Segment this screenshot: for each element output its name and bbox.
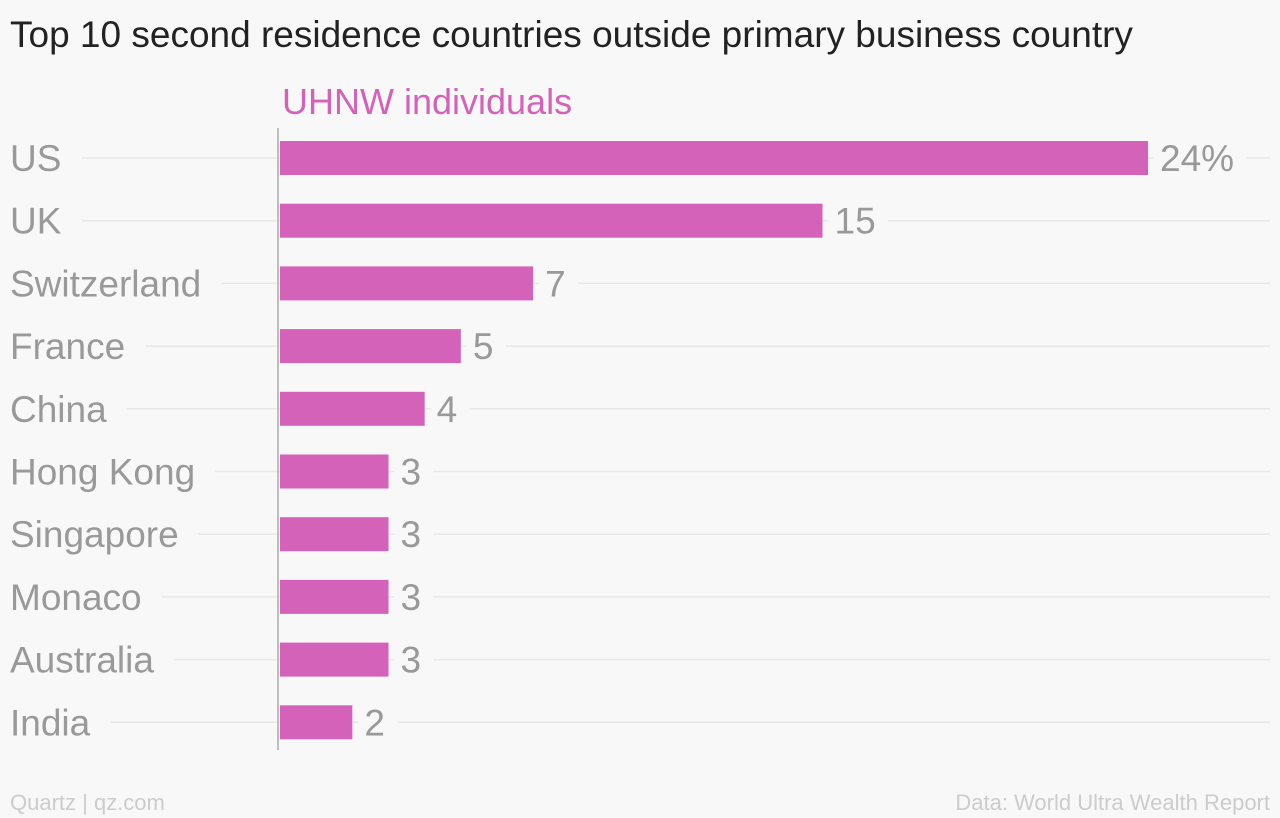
label-knockout <box>6 656 175 663</box>
category-label: Monaco <box>10 577 142 618</box>
bar <box>280 517 389 552</box>
data-source: Data: World Ultra Wealth Report <box>955 790 1270 815</box>
value-knockout <box>430 405 470 412</box>
category-label: Singapore <box>10 514 179 555</box>
value-label: 3 <box>401 640 422 681</box>
bar <box>280 579 389 614</box>
bar <box>280 266 534 301</box>
labels: UHNW individuals US 24% UK 15 Switzerland 7 Fra… <box>10 81 1234 743</box>
label-knockout <box>6 343 146 350</box>
category-label: India <box>10 702 91 743</box>
value-knockout <box>394 656 434 663</box>
category-label: France <box>10 326 125 367</box>
value-knockout <box>394 593 434 600</box>
label-knockout <box>6 155 82 161</box>
bar <box>280 391 425 426</box>
bar <box>280 141 1148 175</box>
label-knockout <box>6 280 222 287</box>
bar <box>280 329 461 364</box>
value-label: 7 <box>545 263 566 304</box>
value-label: 3 <box>401 577 422 618</box>
bar <box>280 642 389 677</box>
value-label: 4 <box>437 389 458 430</box>
value-label: 15 <box>835 201 876 242</box>
label-knockout <box>6 217 82 224</box>
source-credit: Quartz | qz.com <box>10 790 165 815</box>
value-knockout <box>394 468 434 475</box>
value-knockout <box>358 719 397 726</box>
bar <box>280 454 389 489</box>
label-knockout <box>6 405 128 412</box>
value-label: 3 <box>401 452 422 493</box>
label-knockout <box>6 593 162 600</box>
value-label: 3 <box>401 514 422 555</box>
value-label: 5 <box>473 326 494 367</box>
value-label: 2 <box>364 702 385 743</box>
value-label: 24% <box>1160 138 1234 179</box>
label-knockout <box>6 468 216 475</box>
label-knockout <box>6 531 199 538</box>
bar <box>280 203 823 238</box>
bar <box>280 705 353 740</box>
category-label: Australia <box>10 640 154 681</box>
value-knockout <box>466 343 506 350</box>
value-knockout <box>1154 155 1247 161</box>
category-label: China <box>10 389 107 430</box>
bars <box>277 128 1148 750</box>
label-knockout <box>6 719 111 726</box>
chart-title: Top 10 second residence countries outsid… <box>10 14 1133 55</box>
category-label: US <box>10 138 61 179</box>
value-knockout <box>539 280 578 287</box>
category-label: Switzerland <box>10 263 201 304</box>
gridlines <box>6 155 1270 726</box>
category-label: Hong Kong <box>10 452 195 493</box>
value-knockout <box>394 531 434 538</box>
value-knockout <box>828 217 888 224</box>
category-label: UK <box>10 201 62 242</box>
series-label: UHNW individuals <box>282 81 572 122</box>
